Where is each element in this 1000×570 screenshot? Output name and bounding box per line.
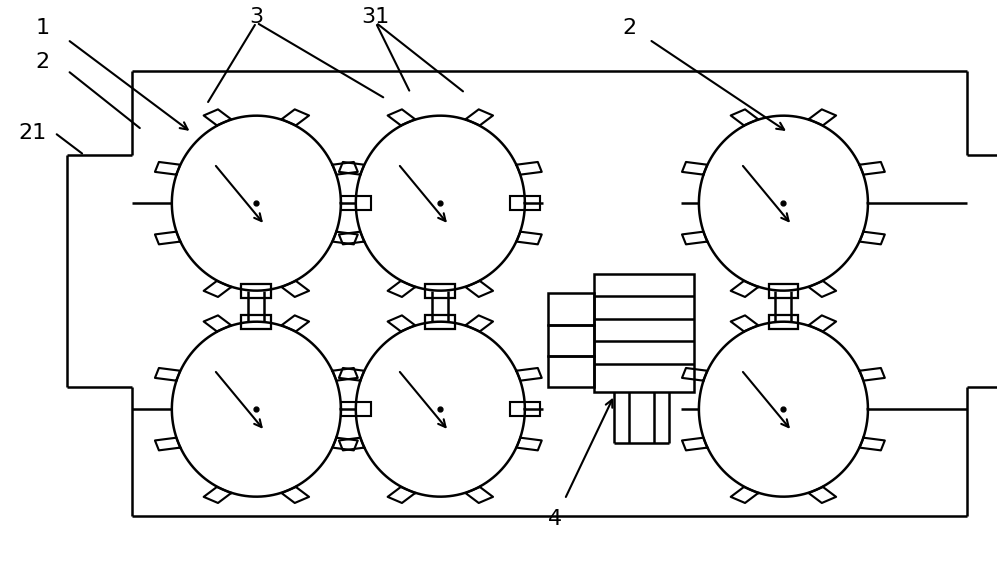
Bar	[548, 324, 594, 356]
Text: 3: 3	[249, 7, 263, 27]
Bar	[769, 284, 798, 298]
Bar	[510, 402, 540, 416]
Bar	[594, 274, 694, 392]
Bar	[241, 315, 271, 329]
Bar	[548, 356, 594, 386]
Text: 31: 31	[362, 7, 390, 27]
Bar	[510, 196, 540, 210]
Bar	[341, 196, 371, 210]
Text: 1: 1	[35, 18, 50, 38]
Text: 2: 2	[35, 52, 50, 72]
Bar	[769, 315, 798, 329]
Text: 2: 2	[622, 18, 636, 38]
Bar	[548, 294, 594, 324]
Bar	[425, 315, 455, 329]
Text: 21: 21	[18, 123, 47, 142]
Text: 4: 4	[548, 509, 562, 529]
Bar	[241, 284, 271, 298]
Bar	[425, 284, 455, 298]
Bar	[341, 402, 371, 416]
